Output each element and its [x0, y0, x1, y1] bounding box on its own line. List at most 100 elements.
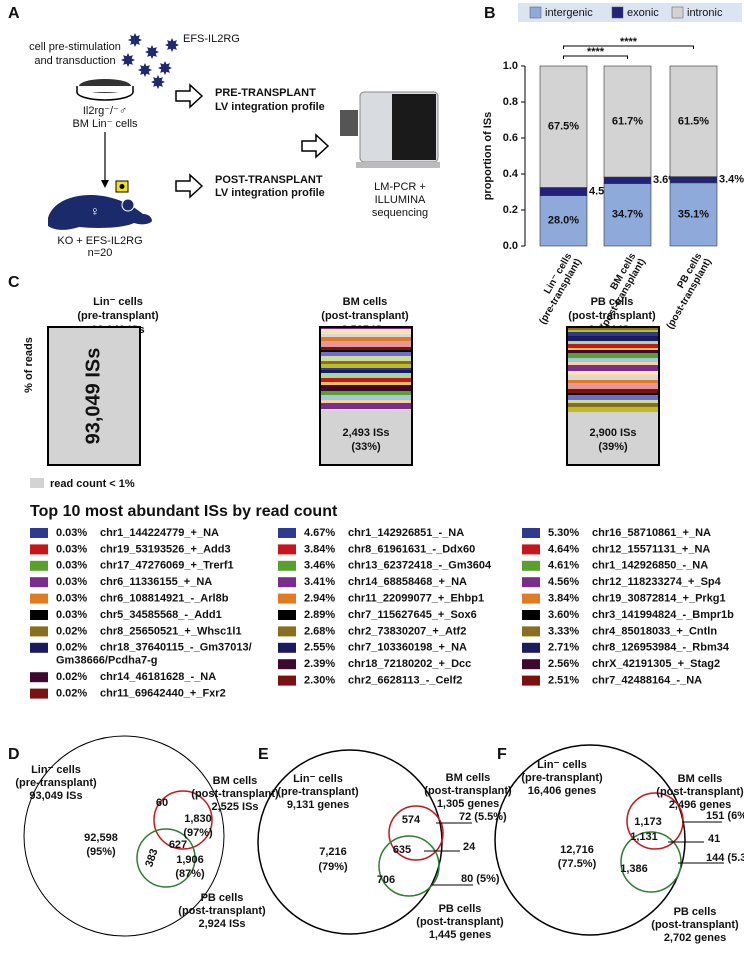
value-label: 61.7% — [612, 115, 643, 127]
row-swatch — [30, 528, 48, 538]
row-percent: 5.30% — [548, 527, 579, 539]
value-label: 3.4% — [719, 174, 744, 186]
panel-letter: A — [8, 5, 20, 22]
set-label: (post-transplant) — [424, 785, 512, 797]
row-swatch — [522, 659, 540, 670]
row-percent: 2.39% — [304, 658, 335, 670]
region-count: 635 — [393, 844, 411, 856]
read-stripe — [320, 350, 412, 352]
box-label: 2,900 ISs — [589, 427, 636, 439]
row-site: chr1_142926851_-_NA — [348, 527, 464, 539]
box-label: 2,493 ISs — [342, 427, 389, 439]
read-stripe — [320, 385, 412, 391]
row-swatch — [278, 659, 296, 670]
region-count: 72 (5.5%) — [459, 811, 507, 823]
venn-circle — [620, 831, 682, 893]
read-stripe — [320, 378, 412, 382]
read-stripe — [320, 334, 412, 337]
venn-circle — [388, 805, 444, 861]
row-site: chr3_141994824_-_Bmpr1b — [592, 609, 734, 621]
row-percent: 0.02% — [56, 688, 87, 700]
read-stripe — [320, 409, 412, 410]
set-label: 1,445 genes — [429, 929, 491, 941]
row-swatch — [278, 560, 296, 571]
text: KO + EFS-IL2RG — [57, 235, 142, 247]
read-stripe — [320, 341, 412, 347]
region-count: 151 (6%) — [706, 810, 744, 822]
y-tick-label: 0.8 — [503, 96, 518, 108]
region-count: 627 — [169, 839, 187, 851]
row-percent: 0.03% — [56, 527, 87, 539]
set-label: BM cells — [678, 773, 723, 785]
set-label: 1,305 genes — [437, 798, 499, 810]
row-swatch — [522, 675, 540, 686]
read-stripe — [320, 337, 412, 341]
set-label: (post-transplant) — [656, 786, 744, 798]
read-stripe — [567, 407, 659, 412]
set-label: (post-transplant) — [651, 919, 739, 931]
row-swatch — [522, 626, 540, 637]
read-stripe — [567, 389, 659, 393]
set-label: 93,049 ISs — [29, 790, 82, 802]
read-stripe — [320, 400, 412, 403]
text: cell pre-stimulation — [29, 41, 121, 53]
read-stripe — [567, 332, 659, 336]
row-percent: 2.94% — [304, 593, 335, 605]
row-percent: 4.64% — [548, 543, 579, 555]
bar-segment — [669, 176, 718, 184]
region-count: 41 — [708, 833, 720, 845]
y-tick-label: 0.0 — [503, 240, 518, 252]
bar-segment — [603, 176, 652, 184]
row-site: chrX_42191305_+_Stag2 — [592, 658, 720, 670]
row-percent: 4.61% — [548, 560, 579, 572]
set-label: 2,702 genes — [664, 932, 726, 944]
vector-particle — [145, 45, 159, 59]
region-count: (97%) — [183, 827, 213, 839]
venn-circle — [378, 835, 440, 897]
row-swatch — [30, 593, 48, 604]
text: ILLUMINA — [375, 194, 426, 206]
dish-edge — [76, 86, 134, 92]
row-swatch — [522, 593, 540, 604]
text: LV integration profile — [215, 187, 325, 199]
sample-header: (post-transplant) — [321, 310, 409, 322]
legend-entry: intergenic — [545, 7, 593, 19]
venn-circle — [626, 792, 684, 850]
row-swatch — [30, 672, 48, 683]
read-stripe — [567, 393, 659, 395]
row-swatch — [522, 528, 540, 538]
region-count: 706 — [377, 874, 395, 886]
row-site: chr14_68858468_+_NA — [348, 576, 467, 588]
y-tick-label: 0.4 — [503, 168, 519, 180]
arrow — [175, 83, 204, 109]
region-count: (79%) — [318, 861, 348, 873]
row-site: Gm38666/Pcdha7-g — [56, 655, 158, 667]
read-stripe — [567, 403, 659, 407]
y-tick-label: 0.6 — [503, 132, 518, 144]
region-count: 1,830 — [184, 813, 212, 825]
sample-header: Lin⁻ cells — [93, 296, 143, 308]
row-site: chr2_73830207_+_Atf2 — [348, 625, 466, 637]
region-count: 7,216 — [319, 846, 347, 858]
sequencer-screen — [340, 110, 358, 136]
row-site: chr1_142926850_-_NA — [592, 560, 708, 572]
text: n=20 — [88, 247, 113, 259]
row-percent: 2.51% — [548, 675, 579, 687]
row-site: chr19_53193526_+_Add3 — [100, 543, 231, 555]
row-site: chr14_46181628_-_NA — [100, 671, 216, 683]
set-label: (pre-transplant) — [521, 772, 603, 784]
read-stripe — [567, 395, 659, 400]
row-site: chr17_47276069_+_Trerf1 — [100, 560, 234, 572]
row-site: chr8_25650521_+_Whsc1l1 — [100, 625, 242, 637]
row-percent: 2.71% — [548, 642, 579, 654]
row-site: chr8_126953984_-_Rbm34 — [592, 642, 730, 654]
read-stripe — [567, 350, 659, 353]
read-stripe — [567, 336, 659, 341]
significance-bracket — [563, 45, 694, 49]
box-frame — [319, 326, 413, 466]
read-stripe — [320, 373, 412, 378]
row-percent: 3.84% — [304, 543, 335, 555]
read-stripe — [320, 403, 412, 409]
y-tick-label: 0.2 — [503, 204, 518, 216]
row-percent: 2.56% — [548, 658, 579, 670]
